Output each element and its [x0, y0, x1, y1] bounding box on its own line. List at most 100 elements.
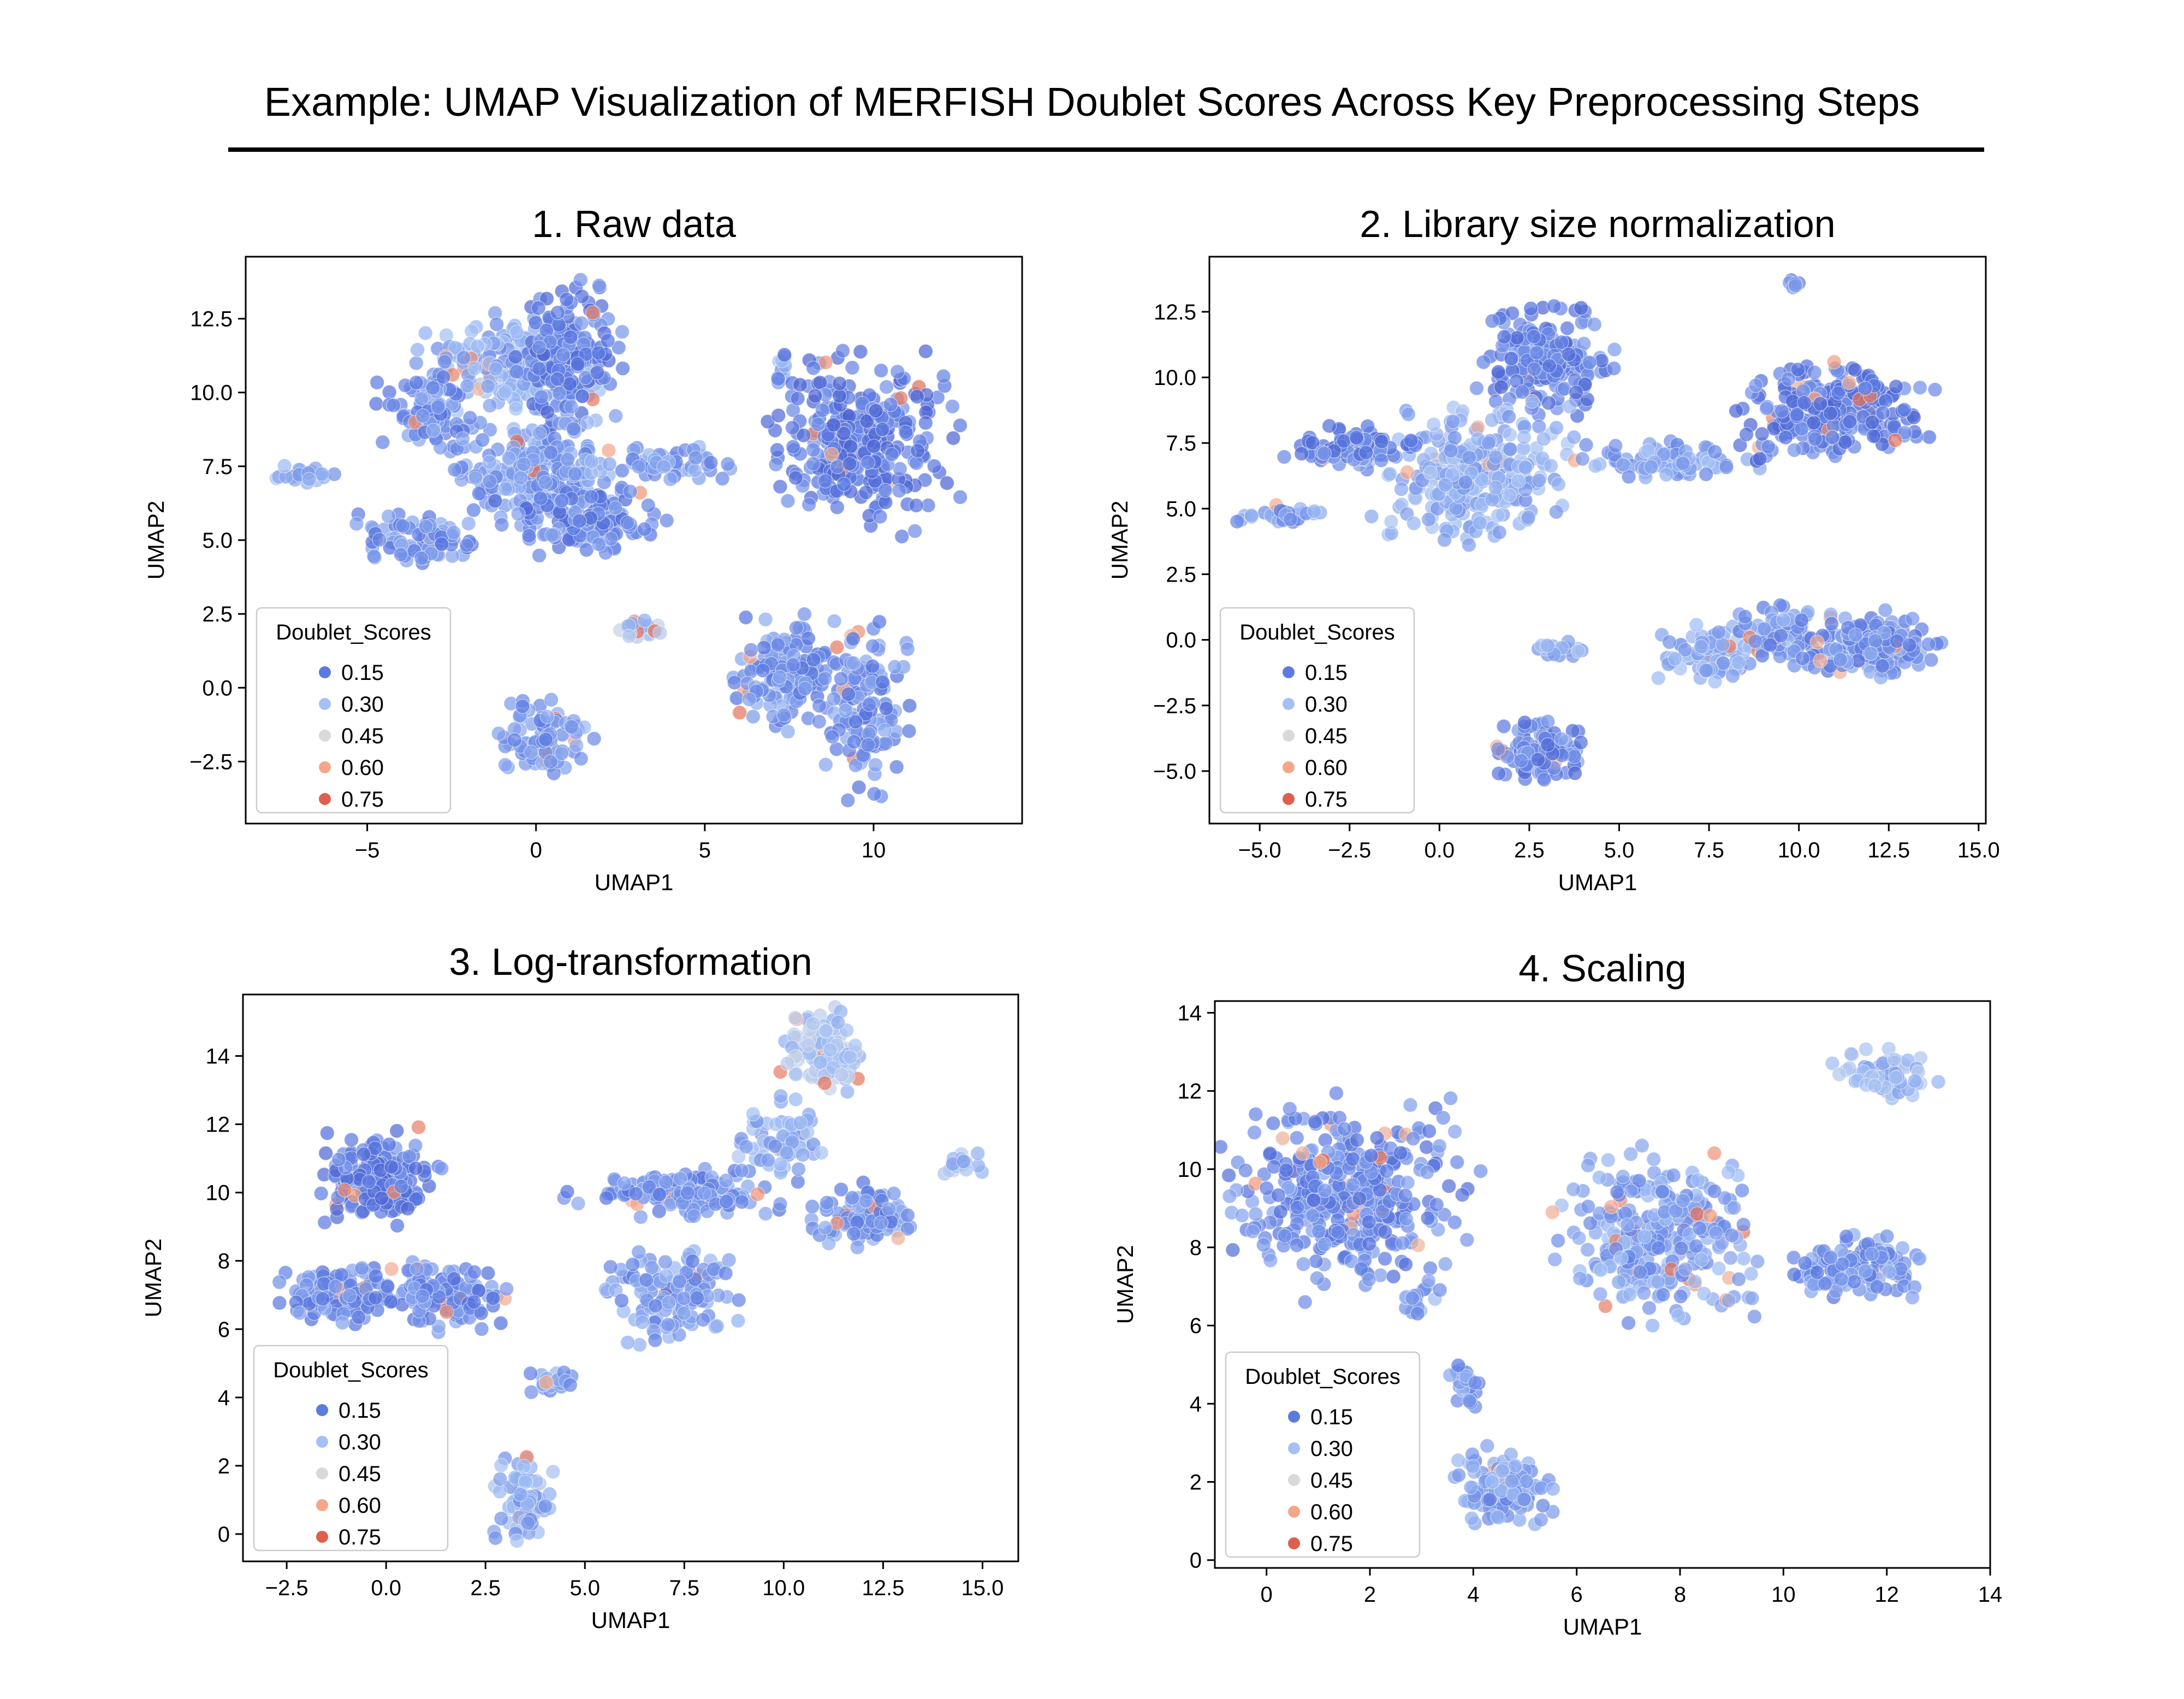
- scatter-point: [875, 422, 891, 437]
- scatter-point: [1651, 671, 1666, 686]
- scatter-point: [842, 456, 857, 471]
- scatter-point: [1905, 611, 1920, 626]
- scatter-point: [1328, 1086, 1344, 1101]
- scatter-point: [482, 454, 497, 470]
- scatter-point: [836, 426, 852, 441]
- scatter-point: [491, 726, 506, 741]
- scatter-point: [1806, 415, 1821, 430]
- scatter-point: [970, 1146, 986, 1161]
- scatter-point: [652, 1187, 667, 1202]
- scatter-point: [494, 1458, 509, 1473]
- scatter-point: [780, 1056, 795, 1071]
- scatter-point: [829, 459, 845, 475]
- scatter-point: [846, 1226, 862, 1241]
- scatter-point: [1463, 1479, 1479, 1495]
- scatter-point: [797, 606, 812, 622]
- x-tick-label: 15.0: [1957, 838, 2000, 862]
- scatter-point: [410, 342, 425, 357]
- legend-label: 0.15: [1305, 661, 1348, 685]
- scatter-point: [361, 1174, 377, 1189]
- scatter-point: [1699, 662, 1714, 678]
- scatter-point: [1378, 1224, 1393, 1240]
- legend-marker: [316, 1531, 328, 1543]
- scatter-point: [1578, 437, 1594, 453]
- scatter-point: [721, 1252, 737, 1268]
- x-tick-label: −2.5: [265, 1576, 308, 1600]
- scatter-point: [1621, 1315, 1636, 1331]
- scatter-point: [818, 757, 833, 772]
- scatter-point: [1889, 634, 1904, 649]
- y-tick-label: 0: [218, 1523, 230, 1547]
- scatter-point: [720, 457, 735, 472]
- scatter-point: [824, 447, 839, 462]
- panel-raw-data: 1. Raw data−5 0 5 10−2.50.02.55.07.510.012.…: [143, 203, 1023, 895]
- scatter-point: [785, 657, 801, 673]
- scatter-point: [1337, 1121, 1352, 1137]
- legend-marker: [1283, 730, 1295, 742]
- y-tick-label: 0.0: [202, 676, 233, 700]
- scatter-point: [1275, 1130, 1290, 1146]
- scatter-point: [845, 360, 860, 375]
- y-tick-label: 7.5: [202, 455, 233, 479]
- scatter-point: [516, 1459, 532, 1474]
- scatter-point: [1863, 646, 1879, 661]
- scatter-point: [637, 613, 652, 628]
- scatter-point: [1461, 537, 1477, 553]
- scatter-point: [773, 479, 788, 494]
- scatter-point: [1305, 435, 1320, 451]
- scatter-point: [1422, 1260, 1438, 1276]
- scatter-point: [342, 1288, 358, 1304]
- scatter-point: [877, 723, 892, 738]
- scatter-point: [936, 369, 951, 384]
- scatter-point: [1621, 469, 1636, 484]
- scatter-point: [585, 305, 601, 321]
- scatter-point: [1610, 1185, 1625, 1200]
- scatter-point: [1532, 473, 1547, 488]
- scatter-point: [1847, 362, 1862, 377]
- scatter-point: [1738, 427, 1754, 442]
- scatter-point: [430, 399, 446, 415]
- scatter-point: [1530, 752, 1546, 767]
- scatter-point: [1423, 465, 1438, 481]
- scatter-point: [1752, 451, 1767, 466]
- scatter-point: [337, 1182, 352, 1198]
- scatter-point: [531, 548, 547, 563]
- scatter-point: [840, 1084, 855, 1099]
- scatter-point: [372, 532, 387, 548]
- scatter-point: [834, 1067, 850, 1082]
- legend-box: [256, 607, 452, 814]
- scatter-point: [1707, 1183, 1722, 1199]
- scatter-point: [1435, 1110, 1451, 1126]
- scatter-point: [898, 424, 913, 440]
- scatter-point: [1675, 455, 1690, 471]
- scatter-point: [829, 742, 844, 757]
- scatter-point: [818, 1023, 834, 1039]
- scatter-point: [446, 525, 461, 540]
- y-axis-label: UMAP2: [1107, 501, 1132, 580]
- scatter-point: [538, 475, 553, 490]
- scatter-point: [383, 1294, 399, 1310]
- scatter-point: [1317, 1133, 1333, 1148]
- scatter-point: [563, 719, 579, 735]
- legend-marker: [319, 698, 331, 710]
- scatter-point: [1296, 1257, 1311, 1272]
- scatter-point: [829, 640, 845, 655]
- scatter-point: [1719, 460, 1734, 475]
- scatter-point: [384, 1159, 399, 1175]
- panel-title: 2. Library size normalization: [1360, 203, 1835, 245]
- scatter-point: [1823, 406, 1838, 421]
- scatter-point: [571, 1196, 586, 1211]
- x-tick-label: 2.5: [1514, 838, 1545, 862]
- scatter-point: [384, 1261, 399, 1277]
- scatter-point: [1437, 532, 1452, 548]
- scatter-point: [531, 340, 547, 355]
- scatter-point: [1842, 375, 1857, 390]
- scatter-point: [715, 471, 730, 487]
- scatter-point: [1290, 1216, 1305, 1232]
- scatter-point: [770, 371, 786, 387]
- scatter-point: [805, 1199, 820, 1214]
- scatter-point: [1358, 445, 1374, 460]
- scatter-point: [1896, 402, 1912, 417]
- y-tick-label: 5.0: [1166, 497, 1196, 521]
